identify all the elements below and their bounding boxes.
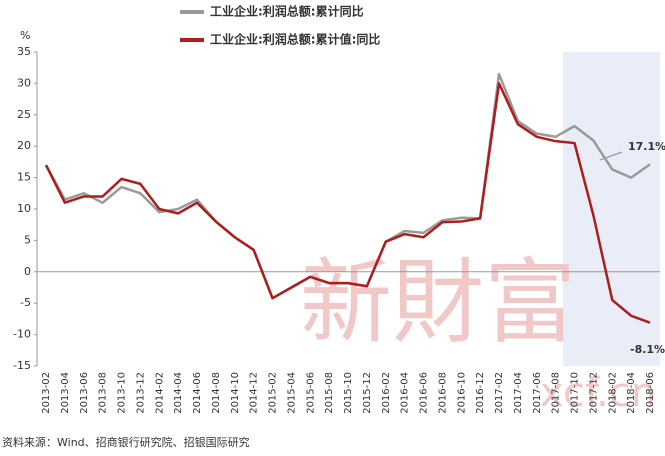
watermark-url: xcf.cn	[540, 370, 656, 416]
y-tick-label: 35	[17, 45, 31, 58]
x-tick-label: 2013-02	[41, 372, 52, 414]
annotation-connector	[599, 151, 623, 161]
x-tick-label: 2018-04	[626, 372, 637, 414]
y-unit: %	[20, 29, 30, 42]
x-tick-label: 2016-02	[381, 372, 392, 414]
x-tick-label: 2018-02	[607, 372, 618, 414]
annotation: 17.1%	[628, 140, 665, 153]
x-tick-label: 2015-04	[286, 372, 297, 414]
x-tick-label: 2018-06	[645, 372, 656, 414]
x-tick-label: 2015-06	[305, 372, 316, 414]
highlight-region	[563, 52, 660, 366]
y-tick-label: -15	[13, 359, 31, 372]
x-tick-label: 2014-02	[154, 372, 165, 414]
series-line	[44, 82, 651, 324]
x-tick-label: 2014-06	[192, 372, 203, 414]
x-tick-label: 2015-12	[362, 372, 373, 414]
y-tick-label: -10	[13, 328, 31, 341]
x-tick-label: 2016-08	[437, 372, 448, 414]
x-tick-label: 2014-08	[211, 372, 222, 414]
x-tick-label: 2016-06	[419, 372, 430, 414]
x-tick-label: 2013-12	[135, 372, 146, 414]
x-tick-label: 2017-02	[494, 372, 505, 414]
x-tick-label: 2014-10	[230, 372, 241, 414]
x-tick-label: 2013-04	[60, 372, 71, 414]
legend-label: 工业企业:利润总额:累计值:同比	[210, 32, 380, 47]
x-tick-label: 2014-04	[173, 372, 184, 414]
x-tick-label: 2015-02	[268, 372, 279, 414]
x-tick-label: 2013-08	[98, 372, 109, 414]
y-tick-label: 30	[17, 76, 31, 89]
legend-label: 工业企业:利润总额:累计同比	[210, 4, 364, 19]
source: 资料来源：Wind、招商银行研究院、招银国际研究	[2, 435, 250, 449]
y-tick-label: 0	[24, 265, 31, 278]
x-tick-label: 2013-10	[117, 372, 128, 414]
x-tick-label: 2013-06	[79, 372, 90, 414]
x-tick-label: 2015-10	[343, 372, 354, 414]
y-tick-label: 25	[17, 108, 31, 121]
x-tick-label: 2015-08	[324, 372, 335, 414]
y-tick-label: 5	[24, 233, 31, 246]
y-tick-label: 10	[17, 202, 31, 215]
x-tick-label: 2016-12	[475, 372, 486, 414]
x-tick-label: 2016-04	[400, 372, 411, 414]
x-tick-label: 2017-10	[570, 372, 581, 414]
x-tick-label: 2017-08	[551, 372, 562, 414]
x-tick-label: 2014-12	[249, 372, 260, 414]
x-tick-label: 2017-04	[513, 372, 524, 414]
x-tick-label: 2016-10	[456, 372, 467, 414]
y-tick-label: -5	[20, 296, 31, 309]
x-tick-label: 2017-12	[588, 372, 599, 414]
y-tick-label: 15	[17, 171, 31, 184]
annotation: -8.1%	[630, 343, 665, 356]
y-tick-label: 20	[17, 139, 31, 152]
x-tick-label: 2017-06	[532, 372, 543, 414]
watermark: 新財富	[300, 249, 576, 356]
